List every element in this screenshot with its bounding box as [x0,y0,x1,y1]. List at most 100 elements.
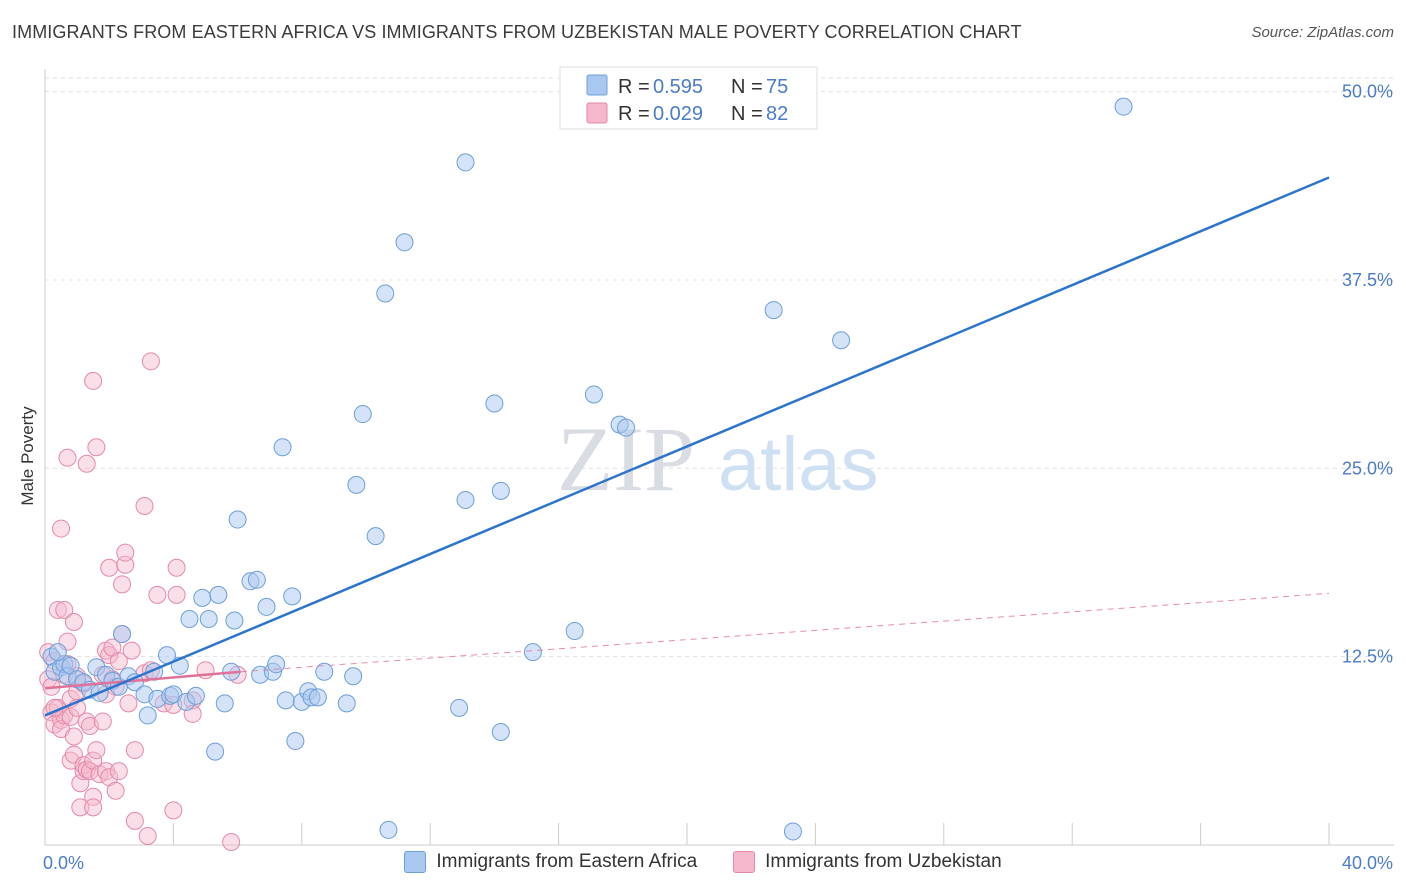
data-point-uzbekistan [58,448,77,467]
legend-n-label-1: N = [731,76,763,98]
legend: R = 0.595 N = 75 R = 0.029 N = 82 [559,66,818,130]
data-point-eastern-africa [337,694,356,713]
data-point-eastern-africa [764,301,783,320]
watermark: ZIP atlas [557,408,879,510]
data-point-uzbekistan [116,543,135,562]
data-point-eastern-africa [344,667,363,686]
data-point-uzbekistan [48,600,67,619]
legend-r-label-1: R = [618,76,650,98]
data-point-uzbekistan [77,454,96,473]
series-eastern-africa-points [42,97,1133,841]
data-point-uzbekistan [55,600,74,619]
legend-r-value-2: 0.029 [653,103,703,125]
data-point-eastern-africa [456,490,475,509]
data-point-eastern-africa [113,625,132,644]
x-tick-label: 0.0% [43,853,84,873]
bottom-legend-swatch-blue [404,851,427,873]
trend-line-eastern-africa [44,176,1330,717]
data-point-uzbekistan [84,787,103,806]
data-point-uzbekistan [167,558,186,577]
data-point-eastern-africa [199,609,218,628]
tick-labels: 12.5% 25.0% 37.5% 50.0% 0.0% 40.0% [43,82,1393,873]
data-point-eastern-africa [491,481,510,500]
data-point-eastern-africa [485,394,504,413]
data-point-uzbekistan [87,741,106,760]
legend-n-value-2: 82 [766,103,788,125]
data-point-eastern-africa [206,742,225,761]
data-point-eastern-africa [308,688,327,707]
trend-line-uzbekistan [44,670,241,690]
data-point-uzbekistan [100,558,119,577]
data-point-eastern-africa [376,284,395,303]
data-point-uzbekistan [84,798,103,817]
data-point-eastern-africa [832,331,851,350]
data-point-eastern-africa [379,820,398,839]
data-point-uzbekistan [84,371,103,390]
data-point-uzbekistan [148,585,167,604]
data-point-eastern-africa [286,732,305,751]
legend-n-label-2: N = [731,103,763,125]
data-point-uzbekistan [113,575,132,594]
data-point-eastern-africa [366,527,385,546]
bottom-legend-label-eastern-africa: Immigrants from Eastern Africa [436,851,698,872]
data-point-eastern-africa [450,698,469,717]
data-point-eastern-africa [1114,97,1133,116]
bottom-legend-item-uzbekistan: Immigrants from Uzbekistan [733,851,1002,873]
data-point-eastern-africa [225,611,244,630]
data-point-eastern-africa [565,622,584,641]
data-point-uzbekistan [64,612,83,631]
data-point-eastern-africa [138,706,157,725]
data-point-uzbekistan [167,585,186,604]
y-tick-label: 37.5% [1342,270,1393,290]
data-point-uzbekistan [109,762,128,781]
data-point-uzbekistan [122,641,141,660]
data-point-uzbekistan [141,352,160,371]
data-point-eastern-africa [186,686,205,705]
axes [44,69,1394,846]
watermark-atlas: atlas [718,422,879,507]
data-point-uzbekistan [93,712,112,731]
data-point-uzbekistan [135,496,154,515]
data-point-uzbekistan [125,741,144,760]
source-label: Source: ZipAtlas.com [1251,24,1394,41]
data-point-uzbekistan [87,438,106,457]
data-point-eastern-africa [48,643,67,662]
chart-title: IMMIGRANTS FROM EASTERN AFRICA VS IMMIGR… [12,22,1022,42]
bottom-legend-swatch-pink [733,851,756,873]
data-point-eastern-africa [353,405,372,424]
data-point-eastern-africa [247,570,266,589]
data-point-eastern-africa [257,597,276,616]
trend-line-uzbekistan-extended [240,592,1330,673]
bottom-legend-item-eastern-africa: Immigrants from Eastern Africa [404,851,697,873]
data-point-eastern-africa [584,385,603,404]
data-point-uzbekistan [71,798,90,817]
data-point-eastern-africa [347,475,366,494]
data-point-eastern-africa [228,510,247,529]
data-point-eastern-africa [456,153,475,172]
data-point-eastern-africa [315,662,334,681]
data-point-eastern-africa [215,694,234,713]
data-point-eastern-africa [267,655,286,674]
x-tick-label: 40.0% [1342,853,1393,873]
data-point-eastern-africa [523,643,542,662]
data-point-uzbekistan [52,519,71,538]
bottom-legend-label-uzbekistan: Immigrants from Uzbekistan [765,851,1002,872]
data-point-eastern-africa [193,588,212,607]
y-tick-label: 12.5% [1342,647,1393,667]
data-point-eastern-africa [276,691,295,710]
data-point-uzbekistan [125,811,144,830]
data-point-uzbekistan [164,801,183,820]
data-point-uzbekistan [64,727,83,746]
data-point-uzbekistan [138,826,157,845]
data-point-eastern-africa [180,609,199,628]
legend-swatch-pink [586,102,608,124]
legend-swatch-blue [586,74,608,96]
y-tick-label: 50.0% [1342,82,1393,102]
y-tick-label: 25.0% [1342,458,1393,478]
bottom-legend: Immigrants from Eastern Africa Immigrant… [0,851,1406,873]
data-point-uzbekistan [109,652,128,671]
data-point-uzbekistan [80,762,99,781]
data-point-eastern-africa [283,587,302,606]
data-point-uzbekistan [222,832,241,851]
